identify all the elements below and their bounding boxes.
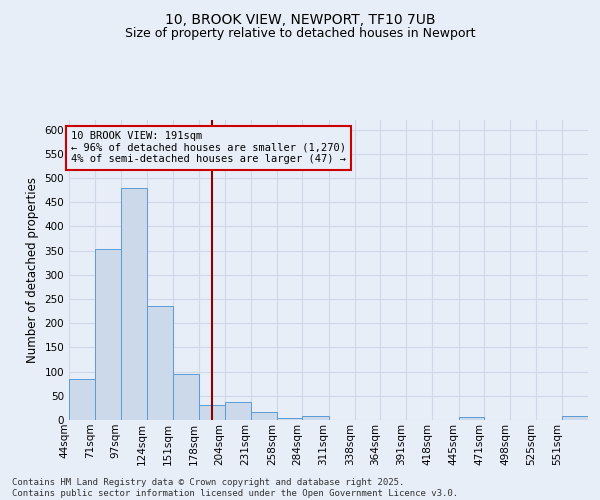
Bar: [251, 412, 277, 420]
Bar: [69, 379, 95, 420]
Bar: [95, 249, 121, 420]
Bar: [173, 374, 199, 420]
Y-axis label: Number of detached properties: Number of detached properties: [26, 177, 39, 363]
Bar: [199, 406, 224, 420]
Bar: [121, 188, 147, 420]
Bar: [224, 402, 251, 420]
Bar: [277, 418, 302, 420]
Text: Contains HM Land Registry data © Crown copyright and database right 2025.
Contai: Contains HM Land Registry data © Crown c…: [12, 478, 458, 498]
Text: 10, BROOK VIEW, NEWPORT, TF10 7UB: 10, BROOK VIEW, NEWPORT, TF10 7UB: [165, 12, 435, 26]
Bar: [459, 416, 484, 420]
Text: 10 BROOK VIEW: 191sqm
← 96% of detached houses are smaller (1,270)
4% of semi-de: 10 BROOK VIEW: 191sqm ← 96% of detached …: [71, 131, 346, 164]
Text: Size of property relative to detached houses in Newport: Size of property relative to detached ho…: [125, 28, 475, 40]
Bar: [562, 416, 588, 420]
Bar: [147, 306, 173, 420]
Bar: [302, 416, 329, 420]
